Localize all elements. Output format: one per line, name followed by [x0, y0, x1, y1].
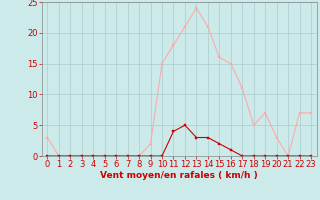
X-axis label: Vent moyen/en rafales ( km/h ): Vent moyen/en rafales ( km/h ) — [100, 171, 258, 180]
